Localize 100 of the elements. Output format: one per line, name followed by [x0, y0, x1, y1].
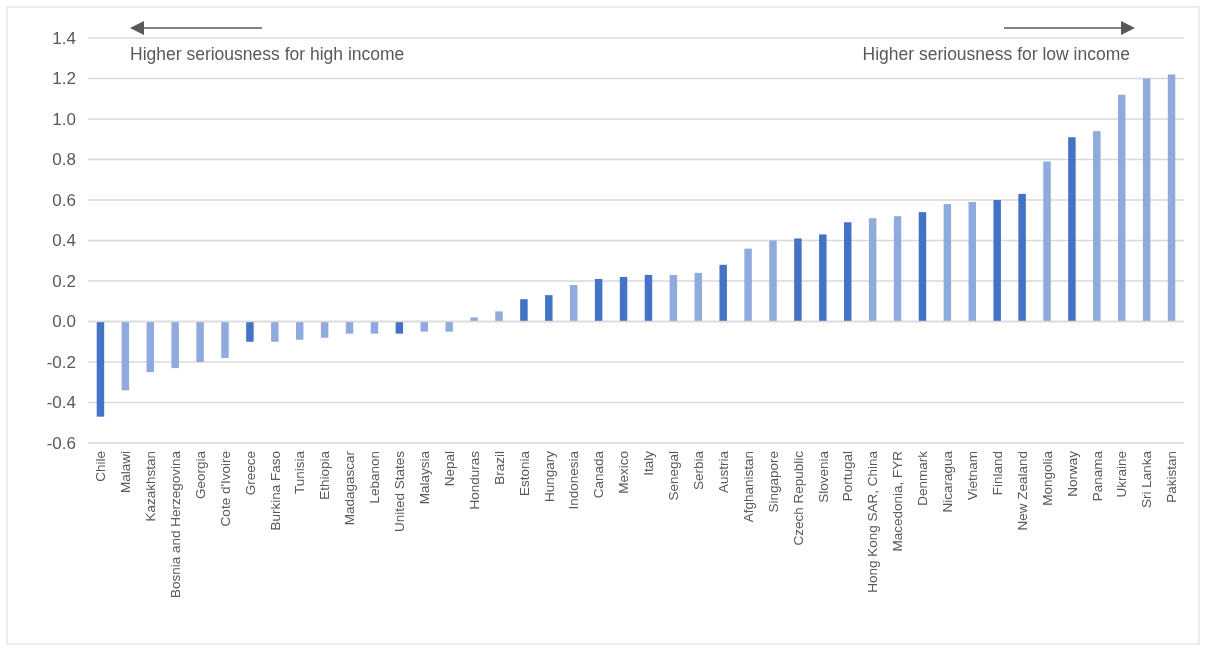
x-tick-label: Nicaragua [940, 450, 956, 513]
bar [968, 202, 977, 322]
x-tick-label: Hong Kong SAR, China [865, 450, 881, 593]
bar [769, 240, 777, 322]
x-tick-label: Ethiopia [317, 450, 333, 500]
bar [694, 272, 703, 322]
bar [96, 321, 105, 417]
x-tick-label: Afghanistan [740, 451, 756, 523]
x-tick-label: Mexico [616, 451, 632, 494]
x-tick-label: Greece [242, 451, 258, 496]
x-tick-label: Canada [591, 450, 607, 499]
x-tick-label: Tunisia [292, 450, 308, 495]
bar [470, 317, 478, 322]
bar [146, 321, 155, 373]
bar [295, 321, 304, 340]
x-tick-label: Finland [989, 451, 1005, 496]
x-tick-label: Bosnia and Herzegovina [167, 450, 183, 599]
bar [1018, 193, 1026, 322]
x-tick-label: Estonia [516, 450, 532, 497]
bar [843, 222, 852, 322]
x-tick-label: Chile [93, 451, 109, 482]
y-tick-label: 1.0 [52, 109, 76, 129]
x-tick-label: Kazakhstan [143, 451, 158, 522]
bar [569, 285, 578, 322]
x-tick-label: Madagascar [342, 450, 358, 526]
x-tick-label: Malawi [118, 451, 134, 494]
bar [495, 311, 503, 322]
bar [943, 204, 952, 322]
x-tick-label: Nepal [441, 451, 457, 487]
bar [370, 321, 379, 334]
x-tick-label: Senegal [666, 451, 682, 501]
bar [520, 299, 528, 322]
x-tick-label: Pakistan [1164, 451, 1180, 503]
x-tick-label: Slovenia [815, 450, 831, 503]
x-tick-label: Brazil [491, 451, 507, 485]
y-tick-label: 1.2 [52, 69, 76, 89]
bar [420, 321, 429, 332]
y-tick-label: -0.6 [46, 433, 76, 453]
bar [121, 321, 130, 391]
bar [669, 274, 678, 322]
x-tick-label: Burkina Faso [267, 451, 283, 531]
bar [1117, 94, 1126, 322]
bar [395, 321, 404, 334]
bar [993, 200, 1001, 322]
x-tick-label: Italy [641, 450, 657, 476]
y-tick-label: -0.4 [46, 393, 76, 413]
bar [196, 321, 204, 362]
x-tick-label: Georgia [192, 450, 208, 500]
x-tick-label: Cote d'Ivoire [217, 451, 233, 527]
bar [594, 278, 603, 322]
bar [918, 212, 927, 322]
y-tick-label: -0.2 [46, 352, 76, 372]
bar [868, 218, 877, 322]
x-tick-label: Singapore [765, 451, 781, 513]
x-tick-label: Czech Republic [790, 450, 806, 546]
x-tick-label: Hungary [541, 450, 557, 503]
bar [221, 321, 229, 358]
y-tick-label: 0.4 [52, 231, 76, 251]
x-tick-label: Sri Lanka [1139, 450, 1155, 509]
bar [171, 321, 179, 369]
annotation: Higher seriousness for low income [862, 44, 1130, 65]
x-tick-label: Macedonia, FYR [890, 450, 906, 552]
x-tick-label: Panama [1089, 450, 1105, 502]
bar [1142, 78, 1151, 322]
x-tick-label: Mongolia [1039, 450, 1055, 506]
annotation: Higher seriousness for high income [130, 44, 405, 65]
bar [320, 321, 329, 338]
bar [345, 321, 354, 334]
x-tick-label: Ukraine [1114, 451, 1130, 498]
x-tick-label: Indonesia [566, 450, 582, 510]
bar [744, 248, 752, 322]
bar [619, 276, 628, 322]
x-tick-label: Denmark [915, 450, 931, 506]
y-tick-label: 0.6 [52, 190, 76, 210]
bar [1093, 131, 1101, 322]
bar [271, 321, 279, 342]
x-tick-label: United States [392, 450, 408, 533]
x-tick-label: Portugal [840, 451, 856, 502]
x-tick-label: New Zealand [1014, 451, 1030, 531]
bar [246, 321, 254, 342]
bar [644, 274, 653, 322]
bar [1167, 74, 1176, 322]
bar [719, 264, 727, 322]
y-tick-label: 0.0 [52, 312, 76, 332]
x-tick-label: Malaysia [417, 450, 432, 505]
bar [1043, 161, 1051, 322]
y-tick-label: 0.2 [52, 271, 76, 291]
bar [819, 234, 827, 322]
x-tick-label: Norway [1064, 450, 1080, 497]
y-tick-label: 1.4 [52, 28, 76, 48]
bar [794, 238, 802, 322]
x-tick-label: Lebanon [367, 451, 383, 504]
x-tick-label: Honduras [466, 450, 482, 510]
y-tick-label: 0.8 [52, 150, 76, 170]
x-tick-label: Serbia [691, 450, 706, 491]
bar [893, 216, 902, 322]
bar [445, 321, 453, 332]
x-tick-label: Austria [715, 450, 731, 494]
bar [545, 295, 553, 322]
bar [1068, 137, 1076, 322]
